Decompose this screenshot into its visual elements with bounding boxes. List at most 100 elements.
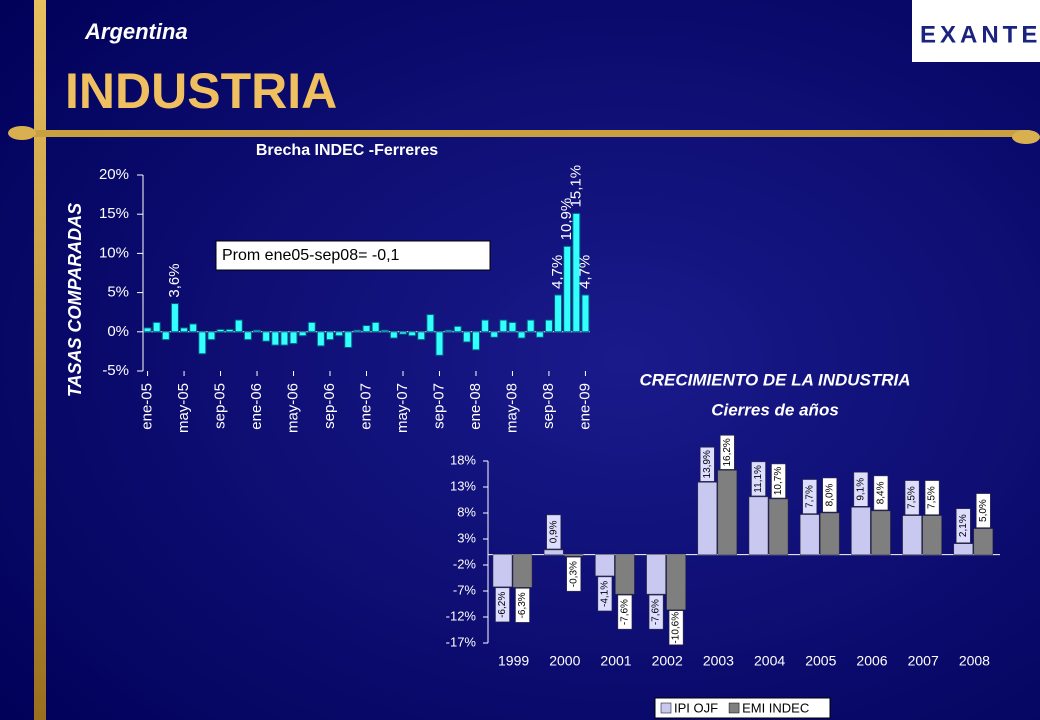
x-tick-label: 1999 [498, 653, 529, 669]
annotation: Prom ene05-sep08= -0,1 [222, 247, 400, 264]
chart-subtitle: Cierres de años [711, 400, 839, 419]
value-label: 10,9% [558, 198, 575, 241]
bar [595, 554, 615, 577]
value-label-box [751, 461, 766, 497]
value-label-group: 16,2% [720, 435, 735, 470]
y-tick-label: 15% [99, 205, 129, 222]
value-label-box [976, 493, 991, 528]
bar [435, 331, 444, 356]
bar [234, 319, 243, 333]
legend-label: EMI INDEC [742, 700, 809, 715]
bar [380, 329, 389, 333]
bar [517, 331, 526, 339]
value-label: 15,1% [567, 165, 584, 208]
bar [512, 554, 533, 588]
x-tick-label: 2000 [549, 653, 580, 669]
value-label-box [853, 472, 869, 507]
value-label: 10,7% [773, 467, 784, 495]
value-label-box [956, 508, 971, 543]
region: Argentina [84, 19, 188, 44]
gold-end [1012, 130, 1040, 144]
value-label-box [597, 576, 613, 612]
gold-line [20, 130, 1030, 137]
x-tick-label: sep-05 [212, 383, 229, 429]
x-tick-label: may-07 [394, 383, 411, 433]
value-label-box [924, 480, 940, 515]
bar [462, 331, 471, 343]
bar [207, 331, 216, 341]
bar [389, 331, 398, 339]
annotation-box [215, 240, 491, 271]
x-tick-label: 2003 [703, 653, 734, 669]
bar [563, 554, 584, 557]
bar [646, 554, 666, 595]
y-tick-label: -5% [102, 362, 129, 379]
bar [799, 514, 820, 555]
value-label: 4,7% [576, 255, 593, 289]
x-tick-label: 2006 [856, 653, 887, 669]
value-label-box [904, 480, 920, 515]
value-label-group: 11,1% [751, 461, 766, 497]
x-tick-label: sep-08 [540, 383, 557, 429]
x-tick-label: ene-08 [467, 383, 484, 430]
y-tick-label: -17% [446, 634, 477, 649]
value-label: 13,9% [702, 450, 713, 478]
bar [508, 321, 517, 333]
bar [243, 331, 252, 341]
bar [666, 554, 686, 610]
bar [697, 482, 718, 555]
value-label-group: 8,4% [873, 475, 889, 511]
bar [316, 331, 325, 347]
x-tick-label: may-08 [503, 383, 520, 433]
x-tick-label: may-05 [175, 383, 192, 433]
chart-title: CRECIMIENTO DE LA INDUSTRIA [639, 370, 910, 389]
value-label: -7,6% [620, 599, 631, 625]
bar [307, 321, 316, 333]
x-tick-label: 2002 [652, 653, 683, 669]
value-label-group: 7,5% [924, 480, 940, 515]
bar [748, 496, 769, 555]
bar [262, 331, 271, 342]
bar [572, 212, 581, 333]
value-label: -4,1% [600, 581, 611, 607]
value-label-box [515, 588, 530, 623]
value-label-box [648, 594, 664, 630]
value-label-group: -0,3% [566, 556, 581, 592]
value-label: 8,4% [876, 481, 887, 504]
value-label: 3,6% [166, 263, 183, 297]
bar [535, 331, 544, 338]
logo: EXANTE [920, 21, 1040, 48]
bar [471, 331, 480, 351]
value-label: -6,2% [497, 592, 508, 618]
bar [554, 294, 563, 333]
x-tick-label: 2004 [754, 653, 785, 669]
value-label: 0,9% [548, 520, 559, 543]
bar [417, 331, 426, 341]
bar [768, 498, 789, 555]
y-tick-label: 8% [457, 504, 476, 519]
value-label-group: 0,9% [546, 514, 561, 550]
legend-box [654, 697, 831, 719]
bar [526, 319, 535, 333]
value-label-box [771, 463, 786, 499]
value-label-group: 2,1% [956, 508, 971, 543]
value-label-box [566, 556, 581, 592]
bar [289, 331, 298, 345]
bar [280, 331, 289, 346]
value-label: -7,6% [651, 599, 662, 625]
value-label-group: -4,1% [597, 576, 613, 612]
bar [851, 507, 871, 555]
y-tick-label: 3% [457, 530, 476, 545]
bar [216, 328, 225, 333]
x-tick-label: sep-07 [430, 383, 447, 429]
bar [717, 470, 738, 555]
bar [492, 554, 513, 588]
bar [902, 515, 922, 555]
bar [225, 328, 234, 333]
y-tick-label: 5% [107, 284, 129, 301]
x-tick-label: may-06 [284, 383, 301, 433]
value-label: 8,0% [824, 483, 835, 506]
bar [922, 515, 942, 555]
value-label-group: 13,9% [700, 447, 715, 482]
